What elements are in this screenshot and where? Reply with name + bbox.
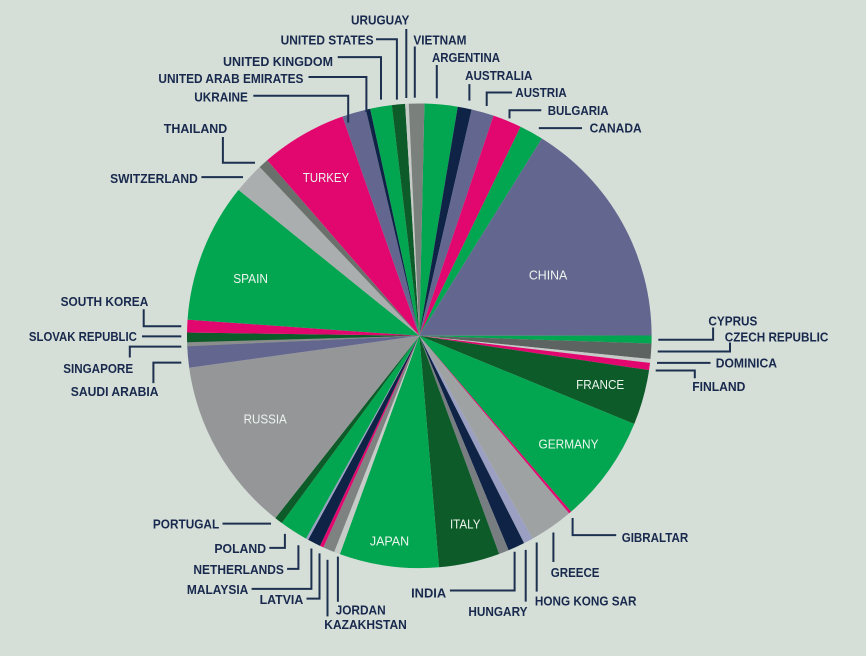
svg-text:HUNGARY: HUNGARY xyxy=(468,604,527,619)
svg-text:GERMANY: GERMANY xyxy=(539,437,600,451)
svg-text:JAPAN: JAPAN xyxy=(370,535,409,549)
svg-text:SWITZERLAND: SWITZERLAND xyxy=(110,171,198,186)
svg-text:UNITED ARAB EMIRATES: UNITED ARAB EMIRATES xyxy=(158,71,303,86)
svg-text:GIBRALTAR: GIBRALTAR xyxy=(622,530,689,545)
svg-text:SINGAPORE: SINGAPORE xyxy=(63,361,133,376)
svg-text:FRANCE: FRANCE xyxy=(576,378,624,392)
svg-text:INDIA: INDIA xyxy=(411,585,447,600)
svg-text:SAUDI ARABIA: SAUDI ARABIA xyxy=(71,384,159,399)
svg-text:CANADA: CANADA xyxy=(590,121,643,136)
svg-text:MALAYSIA: MALAYSIA xyxy=(187,582,249,597)
svg-text:UKRAINE: UKRAINE xyxy=(194,89,248,104)
svg-text:SOUTH KOREA: SOUTH KOREA xyxy=(61,294,149,309)
svg-text:TURKEY: TURKEY xyxy=(303,171,350,185)
svg-text:HONG KONG SAR: HONG KONG SAR xyxy=(535,594,637,609)
svg-text:CZECH REPUBLIC: CZECH REPUBLIC xyxy=(725,329,829,344)
svg-text:NETHERLANDS: NETHERLANDS xyxy=(193,562,284,577)
svg-text:GREECE: GREECE xyxy=(551,565,600,580)
svg-text:URUGUAY: URUGUAY xyxy=(351,13,410,28)
svg-text:JORDAN: JORDAN xyxy=(336,602,386,617)
svg-text:SPAIN: SPAIN xyxy=(233,272,268,286)
svg-text:CHINA: CHINA xyxy=(529,269,568,283)
svg-text:AUSTRIA: AUSTRIA xyxy=(515,85,567,100)
svg-text:ARGENTINA: ARGENTINA xyxy=(432,50,501,65)
svg-text:DOMINICA: DOMINICA xyxy=(716,355,778,370)
svg-text:UNITED STATES: UNITED STATES xyxy=(281,33,374,48)
svg-text:LATVIA: LATVIA xyxy=(260,592,304,607)
svg-text:PORTUGAL: PORTUGAL xyxy=(153,517,219,532)
svg-text:KAZAKHSTAN: KAZAKHSTAN xyxy=(324,617,407,632)
svg-text:FINLAND: FINLAND xyxy=(692,379,745,394)
svg-text:ITALY: ITALY xyxy=(450,518,481,532)
svg-text:CYPRUS: CYPRUS xyxy=(708,314,757,329)
svg-text:RUSSIA: RUSSIA xyxy=(244,413,288,427)
svg-text:VIETNAM: VIETNAM xyxy=(413,33,466,48)
svg-text:UNITED KINGDOM: UNITED KINGDOM xyxy=(223,54,333,69)
svg-text:THAILAND: THAILAND xyxy=(164,121,227,136)
svg-text:SLOVAK REPUBLIC: SLOVAK REPUBLIC xyxy=(29,329,138,344)
svg-text:BULGARIA: BULGARIA xyxy=(548,103,609,118)
svg-text:AUSTRALIA: AUSTRALIA xyxy=(465,68,533,83)
svg-text:POLAND: POLAND xyxy=(214,541,266,556)
